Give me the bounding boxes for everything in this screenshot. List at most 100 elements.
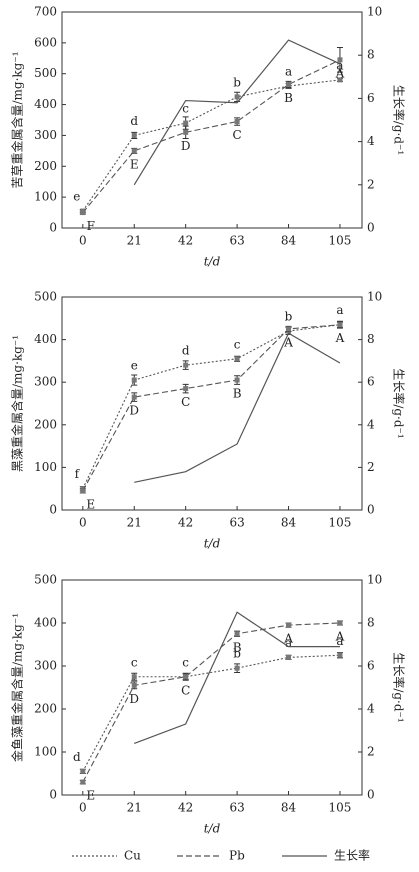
point-label: C: [181, 683, 190, 697]
y-tick-label: 700: [34, 5, 57, 19]
x-tick-label: 42: [178, 801, 193, 815]
y2-tick-label: 0: [367, 221, 375, 235]
y-tick-label: 0: [49, 221, 57, 235]
plot-frame: [61, 296, 363, 511]
x-axis-label: t/d: [204, 255, 221, 269]
point-label: F: [87, 219, 95, 233]
y-tick-label: 500: [34, 290, 57, 304]
y2-tick-label: 10: [367, 5, 382, 19]
x-tick-label: 84: [281, 801, 297, 815]
y-tick-label: 400: [34, 616, 57, 630]
x-tick-label: 105: [329, 234, 352, 248]
point-label: e: [131, 359, 138, 373]
point: [234, 631, 240, 637]
y-axis-label: 金鱼藻重金属含量/mg·kg⁻¹: [10, 613, 25, 762]
point-label: a: [336, 303, 343, 317]
point: [337, 77, 343, 83]
point-label: c: [182, 655, 189, 669]
point: [286, 654, 292, 660]
y2-axis-label: 生长率/g·d⁻¹: [392, 652, 407, 722]
point-label: A: [283, 335, 293, 349]
series-line: [82, 324, 341, 492]
point-label: A: [335, 630, 345, 644]
series-line: [134, 611, 340, 744]
y2-tick-label: 8: [367, 48, 375, 62]
y-tick-label: 400: [34, 332, 57, 346]
x-tick-label: 0: [79, 801, 87, 815]
point: [80, 210, 86, 216]
point: [337, 652, 343, 658]
point-label: d: [182, 344, 190, 358]
point-label: A: [335, 331, 345, 345]
y2-tick-label: 4: [367, 417, 375, 431]
y2-tick-label: 0: [367, 503, 375, 517]
y2-tick-label: 6: [367, 659, 375, 673]
point: [337, 57, 343, 63]
x-axis-label: t/d: [204, 537, 221, 551]
point-label: D: [129, 692, 139, 706]
y-tick-label: 100: [34, 745, 57, 759]
point: [183, 120, 189, 126]
y-tick-label: 300: [34, 128, 57, 142]
y-axis-label: 黑藻重金属含量/mg·kg⁻¹: [10, 335, 25, 472]
y2-tick-label: 6: [367, 91, 375, 105]
y2-tick-label: 6: [367, 375, 375, 389]
point: [234, 356, 240, 362]
point-label: B: [233, 640, 242, 654]
point-label: D: [181, 139, 191, 153]
y2-axis-label: 生长率/g·d⁻¹: [392, 85, 407, 155]
point: [131, 394, 137, 400]
point-label: A: [283, 632, 293, 646]
point-label: B: [284, 91, 293, 105]
point: [234, 665, 240, 671]
series-line: [82, 654, 340, 772]
y-tick-label: 500: [34, 573, 57, 587]
y2-tick-label: 8: [367, 332, 375, 346]
point-label: C: [233, 128, 242, 142]
point-label: D: [129, 404, 139, 418]
point: [80, 768, 86, 774]
point: [234, 94, 240, 100]
point-label: c: [182, 102, 189, 116]
point-label: d: [130, 114, 138, 128]
y-tick-label: 200: [34, 159, 57, 173]
point-label: a: [285, 65, 292, 79]
y-tick-label: 600: [34, 35, 57, 49]
point-label: b: [233, 75, 241, 89]
x-tick-label: 63: [229, 516, 244, 530]
point: [183, 674, 189, 680]
point-label: a: [336, 634, 343, 648]
x-tick-label: 0: [79, 516, 87, 530]
y2-tick-label: 2: [367, 745, 375, 759]
x-tick-label: 105: [329, 516, 352, 530]
point: [183, 386, 189, 392]
series-line: [82, 622, 340, 783]
x-tick-label: 42: [178, 234, 193, 248]
point: [286, 622, 292, 628]
series-line: [82, 79, 341, 212]
series-line: [82, 59, 341, 213]
point: [337, 322, 343, 328]
x-tick-label: 0: [79, 234, 87, 248]
point: [131, 132, 137, 138]
point: [131, 148, 137, 154]
y2-tick-label: 10: [367, 290, 382, 304]
y-tick-label: 300: [34, 659, 57, 673]
y-tick-label: 100: [34, 460, 57, 474]
x-tick-label: 105: [329, 801, 352, 815]
point-label: b: [233, 647, 241, 661]
y2-tick-label: 4: [367, 702, 375, 716]
y-tick-label: 300: [34, 375, 57, 389]
y-tick-label: 100: [34, 190, 57, 204]
point: [286, 326, 292, 332]
plot-frame: [61, 11, 363, 229]
y-tick-label: 200: [34, 417, 57, 431]
y-tick-label: 400: [34, 97, 57, 111]
point-label: a: [285, 636, 292, 650]
x-tick-label: 21: [127, 801, 142, 815]
series-line: [133, 39, 341, 186]
y2-tick-label: 2: [367, 460, 375, 474]
x-tick-label: 84: [281, 234, 297, 248]
point-label: f: [75, 467, 81, 481]
